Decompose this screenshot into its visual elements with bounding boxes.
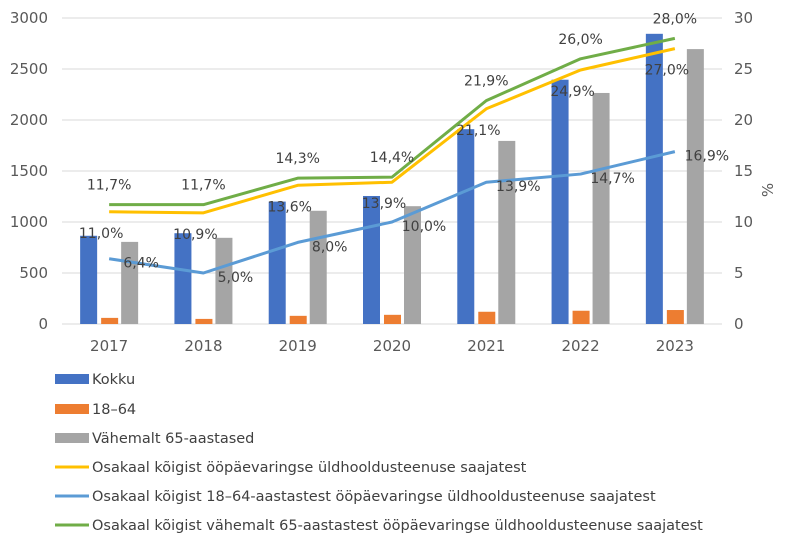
data-label: 13,6% — [267, 199, 311, 215]
data-label: 8,0% — [312, 239, 348, 255]
data-label: 5,0% — [218, 270, 254, 286]
data-label: 21,9% — [464, 74, 508, 90]
legend-label: Osakaal kõigist ööpäevaringse üldhooldus… — [92, 460, 527, 476]
data-label: 14,7% — [590, 171, 634, 187]
left-axis-tick: 1000 — [10, 213, 48, 231]
data-label: 13,9% — [362, 196, 406, 212]
bar-0 — [268, 201, 286, 324]
data-label: 28,0% — [653, 11, 697, 27]
left-axis-tick: 1500 — [10, 162, 48, 180]
bar-2 — [686, 49, 704, 325]
bar-1 — [101, 317, 119, 324]
left-axis-tick: 500 — [19, 264, 48, 282]
line-series-2 — [109, 36, 676, 207]
x-axis-tick: 2020 — [373, 337, 411, 355]
bar-2 — [309, 210, 327, 324]
bar-2 — [404, 206, 421, 324]
data-label: 11,0% — [79, 226, 123, 242]
bar-1 — [478, 311, 496, 324]
data-label: 21,1% — [456, 123, 500, 139]
right-axis-tick: 5 — [734, 264, 744, 282]
left-axis-tick: 3000 — [10, 9, 48, 27]
bar-0 — [80, 235, 98, 324]
bar-1 — [195, 318, 213, 324]
bar-2 — [592, 92, 610, 324]
bar-0 — [457, 129, 475, 324]
bar-0 — [174, 233, 192, 324]
right-axis-tick: 10 — [734, 213, 753, 231]
bar-2 — [121, 241, 139, 324]
data-label: 24,9% — [550, 84, 594, 100]
data-label: 10,9% — [173, 227, 217, 243]
data-label: 14,3% — [275, 151, 319, 167]
data-label: 26,0% — [558, 32, 602, 48]
legend-label: Vähemalt 65-aastased — [92, 431, 254, 447]
bar-0 — [645, 33, 663, 325]
x-axis-tick: 2018 — [184, 337, 222, 355]
bar-0 — [551, 79, 569, 325]
bar-1 — [289, 315, 307, 324]
bar-1 — [384, 314, 401, 324]
legend-label: Osakaal kõigist 18–64-aastastest ööpäeva… — [92, 489, 656, 505]
right-axis-tick: 20 — [734, 111, 753, 129]
bar-2 — [498, 140, 516, 324]
x-axis-tick: 2022 — [561, 337, 599, 355]
data-label: 14,4% — [370, 150, 414, 166]
legend-swatch — [55, 404, 89, 414]
data-label: 27,0% — [645, 63, 689, 79]
bar-0 — [363, 195, 380, 324]
right-axis-label: % — [759, 183, 777, 197]
right-axis-tick: 25 — [734, 60, 753, 78]
bar-1 — [572, 310, 590, 324]
x-axis-tick: 2021 — [467, 337, 505, 355]
bar-2 — [215, 237, 233, 324]
line-series-0 — [109, 47, 676, 215]
right-axis-tick: 15 — [734, 162, 753, 180]
data-label: 11,7% — [181, 178, 225, 194]
right-axis-tick: 30 — [734, 9, 753, 27]
right-axis-tick: 0 — [734, 315, 744, 333]
bar-1 — [666, 310, 684, 324]
data-label: 16,9% — [685, 149, 729, 165]
data-label: 6,4% — [123, 256, 159, 272]
x-axis-tick: 2019 — [279, 337, 317, 355]
legend-swatch — [55, 433, 89, 443]
legend-label: Osakaal kõigist vähemalt 65-aastastest ö… — [92, 518, 703, 534]
data-label: 13,9% — [496, 179, 540, 195]
x-axis-tick: 2023 — [656, 337, 694, 355]
legend-label: Kokku — [92, 372, 135, 388]
left-axis-tick: 2500 — [10, 60, 48, 78]
data-label: 10,0% — [402, 219, 446, 235]
line-series-1 — [108, 150, 676, 275]
x-axis-tick: 2017 — [90, 337, 128, 355]
data-label: 11,7% — [87, 178, 131, 194]
legend-label: 18–64 — [92, 402, 136, 418]
legend-swatch — [55, 374, 89, 384]
left-axis-tick: 2000 — [10, 111, 48, 129]
left-axis-tick: 0 — [38, 315, 48, 333]
